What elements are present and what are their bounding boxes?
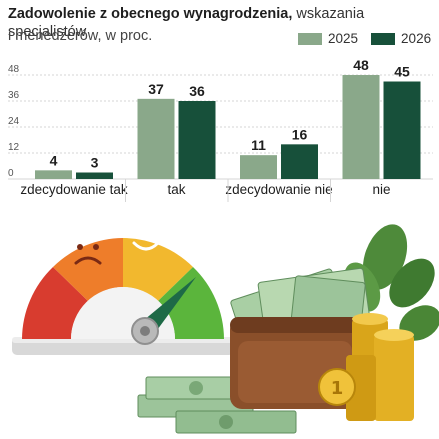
happy-face-icon [190, 252, 218, 271]
data-label: 11 [251, 137, 266, 153]
y-tick-label: 36 [8, 90, 20, 101]
legend: 2025 2026 [298, 31, 431, 46]
legend-item-2026: 2026 [371, 31, 431, 46]
chart-title-bold: Zadowolenie z obecnego wynagrodzenia, [8, 6, 293, 22]
legend-label-2026: 2026 [401, 31, 432, 46]
data-label: 16 [292, 126, 308, 142]
data-label: 3 [91, 155, 99, 171]
coin-stack-icon: 1 [318, 313, 414, 421]
svg-text:1: 1 [331, 378, 344, 399]
bar [383, 81, 421, 179]
bar [342, 75, 380, 179]
x-category-label: tak [167, 182, 185, 197]
legend-label-2025: 2025 [328, 31, 359, 46]
chart-title-rest: wskazania specjalistów [8, 6, 365, 40]
y-tick-label: 12 [8, 142, 20, 153]
bar [281, 144, 318, 179]
bar [178, 101, 216, 179]
wallet-with-banknotes-icon [230, 267, 373, 409]
x-category-label: zdecydowanie nie [225, 182, 332, 197]
money-satisfaction-illustration: 1 [12, 224, 439, 434]
legend-swatch-2026 [371, 32, 396, 45]
legend-item-2025: 2025 [298, 31, 358, 46]
satisfaction-gauge-icon [12, 232, 234, 355]
legend-swatch-2025 [298, 32, 322, 45]
bar [76, 172, 113, 179]
smile-face-icon [132, 232, 160, 251]
bar [35, 170, 72, 179]
x-category-label: nie [372, 182, 390, 197]
data-label: 45 [394, 64, 410, 80]
data-label: 36 [189, 83, 205, 99]
y-tick-label: 24 [8, 116, 20, 127]
data-label: 48 [353, 60, 369, 73]
y-tick-label: 48 [8, 64, 20, 75]
data-label: 4 [50, 152, 58, 168]
bar [240, 155, 277, 179]
y-tick-label: 0 [8, 168, 14, 179]
chart-subtitle: i menedżerów, w proc. [8, 28, 153, 44]
bar [137, 98, 175, 179]
bar-chart: 0 12 24 36 48 4 3 zdecydowanie tak 37 36 tak 11 16 zd… [8, 60, 433, 202]
data-label: 37 [148, 81, 164, 97]
sad-face-icon [74, 244, 102, 265]
chart-title: Zadowolenie z obecnego wynagrodzenia, ws… [8, 5, 433, 41]
x-category-label: zdecydowanie tak [20, 182, 128, 197]
